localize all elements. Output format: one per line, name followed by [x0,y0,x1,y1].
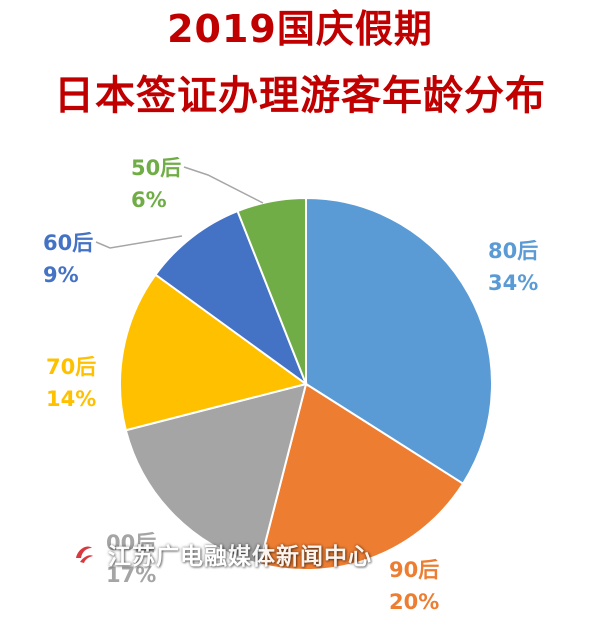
chart-title: 2019国庆假期 [167,7,433,51]
pie-slice-50后 [236,196,307,385]
leader-line-60后 [95,235,183,249]
slice-value-label: 6% [131,187,167,212]
slice-label-70后: 70后 14% [46,352,96,415]
broadcaster-logo-icon [69,539,99,569]
slice-category-label: 70后 [46,355,97,379]
pie-slice-00后 [124,382,308,566]
pie-slice-70后 [119,273,309,432]
leader-line-50后 [183,166,264,204]
slice-label-90后: 90后 20% [389,555,439,618]
slice-label-00后: 00后 17% [106,528,156,591]
slice-label-60后: 60后 9% [43,228,93,291]
slice-category-label: 50后 [131,156,182,180]
pie-slice-60后 [154,209,309,387]
slice-category-label: 00后 [106,531,157,555]
slice-category-label: 60后 [43,231,94,255]
slice-label-80后: 80后 34% [488,236,538,299]
slice-category-label: 90后 [389,558,440,582]
watermark: 江苏广电融媒体新闻中心 [68,537,372,571]
slice-label-50后: 50后 6% [131,153,181,216]
slice-value-label: 14% [46,386,97,411]
chart-subtitle: 日本签证办理游客年龄分布 [54,73,546,119]
watermark-text: 江苏广电融媒体新闻中心 [108,544,372,570]
pie-slice-80后 [305,196,493,486]
slice-value-label: 17% [106,562,157,587]
slice-value-label: 20% [389,589,440,614]
slice-value-label: 34% [488,270,539,295]
slice-category-label: 80后 [488,239,539,263]
slice-value-label: 9% [43,262,79,287]
pie-slice-90后 [258,382,465,571]
